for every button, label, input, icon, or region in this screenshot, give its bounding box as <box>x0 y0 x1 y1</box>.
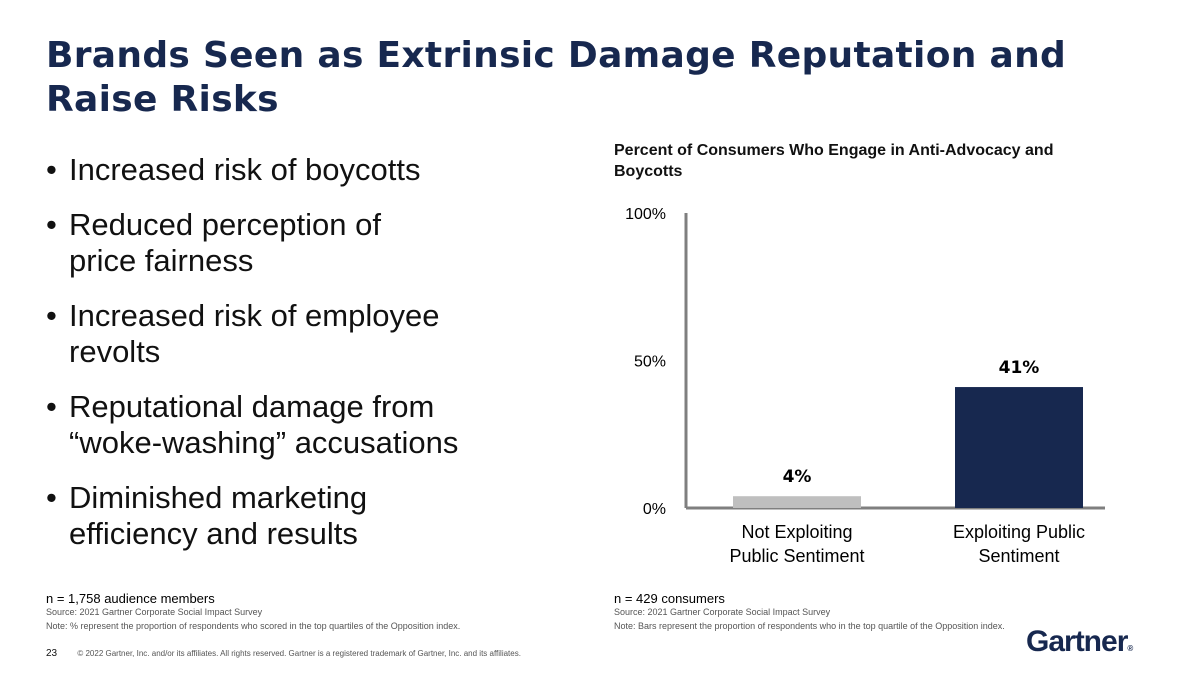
bullet-item: • Increased risk of employee revolts <box>46 298 546 370</box>
left-source: Source: 2021 Gartner Corporate Social Im… <box>46 607 263 617</box>
bullet-glyph: • <box>46 389 57 424</box>
copyright-text: © 2022 Gartner, Inc. and/or its affiliat… <box>77 649 521 658</box>
bullet-glyph: • <box>46 152 57 187</box>
left-note: Note: % represent the proportion of resp… <box>46 621 461 631</box>
page-number: 23 <box>46 648 58 659</box>
bullet-glyph: • <box>46 298 57 333</box>
bullet-text: Reputational damage from “woke-washing” … <box>69 389 459 460</box>
left-sample-size: n = 1,758 audience members <box>46 591 215 606</box>
y-tick-label: 0% <box>643 501 666 518</box>
y-tick-label: 50% <box>634 354 666 371</box>
x-tick-label: Public Sentiment <box>729 546 864 566</box>
bullet-item: • Diminished marketing efficiency and res… <box>46 480 546 552</box>
bullet-item: • Reputational damage from “woke-washing”… <box>46 389 546 461</box>
gartner-logo: Gartner® <box>1026 625 1133 659</box>
bullet-list: • Increased risk of boycotts • Reduced perc… <box>46 152 546 571</box>
x-tick-label: Sentiment <box>978 546 1059 566</box>
right-sample-size: n = 429 consumers <box>614 591 725 606</box>
slide-title: Brands Seen as Extrinsic Damage Reputati… <box>46 35 1067 120</box>
bullet-item: • Increased risk of boycotts <box>46 152 546 188</box>
footer: 23 © 2022 Gartner, Inc. and/or its affil… <box>46 648 521 659</box>
right-note: Note: Bars represent the proportion of r… <box>614 621 1005 631</box>
bullet-text: Increased risk of boycotts <box>69 152 421 187</box>
bullet-item: • Reduced perception of price fairness <box>46 207 546 279</box>
right-source: Source: 2021 Gartner Corporate Social Im… <box>614 607 831 617</box>
x-tick-label: Exploiting Public <box>953 522 1085 542</box>
bar <box>955 387 1083 508</box>
registered-mark: ® <box>1127 644 1134 653</box>
bar <box>733 496 861 508</box>
bullet-glyph: • <box>46 207 57 242</box>
x-tick-label: Not Exploiting <box>741 522 852 542</box>
logo-text: Gartner <box>1026 625 1128 658</box>
y-tick-label: 100% <box>625 206 666 223</box>
bullet-text: Diminished marketing efficiency and resu… <box>69 480 368 551</box>
bullet-text: Increased risk of employee revolts <box>69 298 440 369</box>
bullet-text: Reduced perception of price fairness <box>69 207 381 278</box>
bar-data-label: 41% <box>999 358 1040 378</box>
chart-title: Percent of Consumers Who Engage in Anti-… <box>614 142 1054 180</box>
bar-data-label: 4% <box>783 467 812 487</box>
bullet-glyph: • <box>46 480 57 515</box>
